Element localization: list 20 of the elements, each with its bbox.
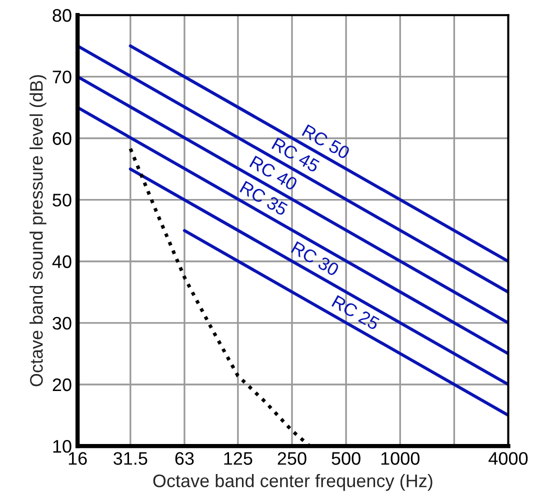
- x-axis-title: Octave band center frequency (Hz): [153, 474, 432, 491]
- x-tick-label: 250: [278, 452, 306, 465]
- y-tick-label: 50: [52, 194, 72, 207]
- x-tick-label: 63: [175, 452, 194, 465]
- x-tick-label: 4000: [488, 452, 528, 465]
- y-tick-label: 10: [53, 440, 72, 453]
- x-tick-label: 125: [224, 452, 252, 465]
- y-tick-label: 20: [52, 378, 72, 392]
- y-tick-label: 30: [52, 316, 72, 330]
- text: RC 25: [331, 295, 380, 330]
- y-tick-label: 60: [52, 132, 72, 145]
- x-tick-label: 1000: [381, 452, 420, 465]
- x-tick-label: 16: [68, 452, 87, 465]
- x-tick-label: 31.5: [114, 452, 148, 465]
- x-tick-label: 500: [332, 452, 360, 465]
- y-tick-label: 40: [52, 255, 72, 268]
- y-axis-title: Octave band sound pressure level (dB): [30, 75, 46, 386]
- y-tick-label: 70: [52, 70, 72, 84]
- text: RC 30: [290, 241, 340, 277]
- y-tick-label: 80: [52, 9, 72, 22]
